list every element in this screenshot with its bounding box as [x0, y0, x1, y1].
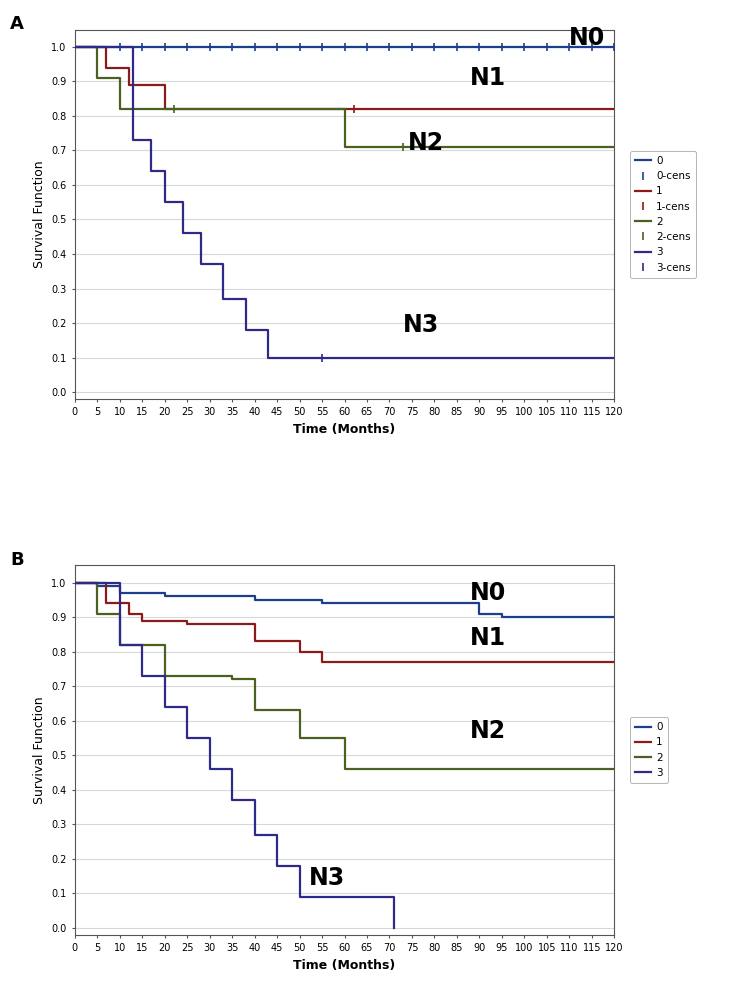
Text: N1: N1 [470, 626, 506, 649]
Y-axis label: Survival Function: Survival Function [33, 697, 46, 804]
Text: N0: N0 [470, 581, 506, 605]
Legend: 0, 1, 2, 3: 0, 1, 2, 3 [630, 717, 668, 783]
Y-axis label: Survival Function: Survival Function [33, 160, 46, 268]
Text: B: B [10, 550, 24, 569]
Text: N1: N1 [470, 66, 506, 90]
Legend: 0, 0-cens, 1, 1-cens, 2, 2-cens, 3, 3-cens: 0, 0-cens, 1, 1-cens, 2, 2-cens, 3, 3-ce… [630, 151, 696, 277]
X-axis label: Time (Months): Time (Months) [294, 423, 395, 436]
Text: N2: N2 [470, 719, 506, 743]
X-axis label: Time (Months): Time (Months) [294, 958, 395, 971]
Text: N0: N0 [569, 27, 605, 50]
Text: A: A [10, 15, 24, 32]
Text: N2: N2 [407, 132, 443, 155]
Text: N3: N3 [403, 313, 439, 337]
Text: N3: N3 [309, 866, 345, 890]
